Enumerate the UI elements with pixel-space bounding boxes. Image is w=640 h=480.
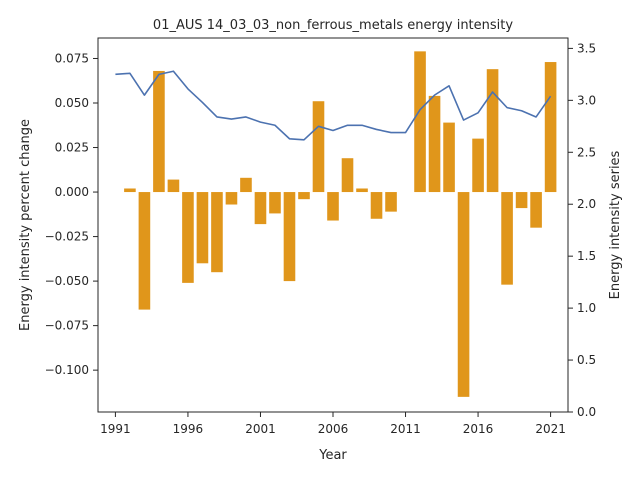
bar: [515, 192, 528, 209]
plot-frame: [97, 37, 569, 413]
y-tick-label: 0.050: [55, 96, 89, 110]
y2-tick-label: 0.5: [577, 353, 596, 367]
bar: [283, 192, 296, 282]
bar: [385, 192, 397, 212]
bar: [211, 192, 223, 273]
bar: [225, 192, 238, 205]
y-tick-label: −0.100: [45, 363, 89, 377]
x-tick-label: 2011: [390, 422, 421, 436]
y-axis-label: Energy intensity percent change: [18, 119, 33, 331]
y-tick-label: −0.075: [45, 319, 89, 333]
chart-title: 01_AUS 14_03_03_non_ferrous_metals energ…: [153, 18, 513, 33]
bar: [443, 122, 455, 193]
y2-tick-label: 3.0: [577, 93, 596, 107]
bar: [414, 51, 426, 193]
y-tick-label: 0.075: [55, 51, 89, 65]
x-tick-label: 2021: [535, 422, 566, 436]
y2-tick-label: 0.0: [577, 405, 596, 419]
bar: [356, 188, 368, 193]
y-tick-label: 0.025: [55, 141, 89, 155]
x-tick-label: 1991: [100, 422, 131, 436]
x-axis: 1991 1996 2001 2006 2011 2016 2021: [100, 412, 566, 436]
series-line: [115, 70, 552, 141]
bar: [428, 95, 441, 193]
bar: [472, 138, 484, 193]
y2-tick-label: 3.5: [577, 41, 596, 55]
bar: [457, 192, 470, 397]
line-series: [115, 70, 552, 141]
bar: [138, 192, 151, 310]
bar: [167, 179, 180, 193]
bar: [530, 192, 542, 228]
bar: [312, 101, 325, 193]
y2-tick-label: 2.0: [577, 197, 596, 211]
y-axis-right: 0.0 0.5 1.0 1.5 2.0 2.5 3.0 3.5: [568, 41, 596, 419]
bar: [327, 192, 339, 221]
bar: [254, 192, 267, 225]
bar: [501, 192, 513, 285]
bar: [486, 69, 499, 193]
bar: [269, 192, 281, 214]
x-tick-label: 2016: [463, 422, 494, 436]
y-tick-label: −0.050: [45, 274, 89, 288]
y-tick-label: −0.025: [45, 230, 89, 244]
bar: [153, 70, 165, 193]
bar: [240, 177, 252, 193]
bar: [298, 192, 310, 200]
x-tick-label: 2006: [318, 422, 349, 436]
bar: [196, 192, 209, 264]
bar: [370, 192, 383, 219]
y2-tick-label: 2.5: [577, 145, 596, 159]
bar: [544, 62, 557, 193]
bar-series: [124, 51, 557, 397]
y2-tick-label: 1.0: [577, 301, 596, 315]
x-tick-label: 1996: [173, 422, 204, 436]
x-axis-label: Year: [318, 448, 347, 463]
y-axis-left: −0.100 −0.075 −0.050 −0.025 0.000 0.025 0.050 0…: [45, 51, 98, 377]
y2-tick-label: 1.5: [577, 249, 596, 263]
y-tick-label: 0.000: [55, 185, 89, 199]
bar: [341, 158, 354, 193]
y2-axis-label: Energy intensity series: [608, 150, 623, 299]
bar: [124, 188, 136, 193]
bar: [182, 192, 194, 283]
x-tick-label: 2001: [245, 422, 276, 436]
